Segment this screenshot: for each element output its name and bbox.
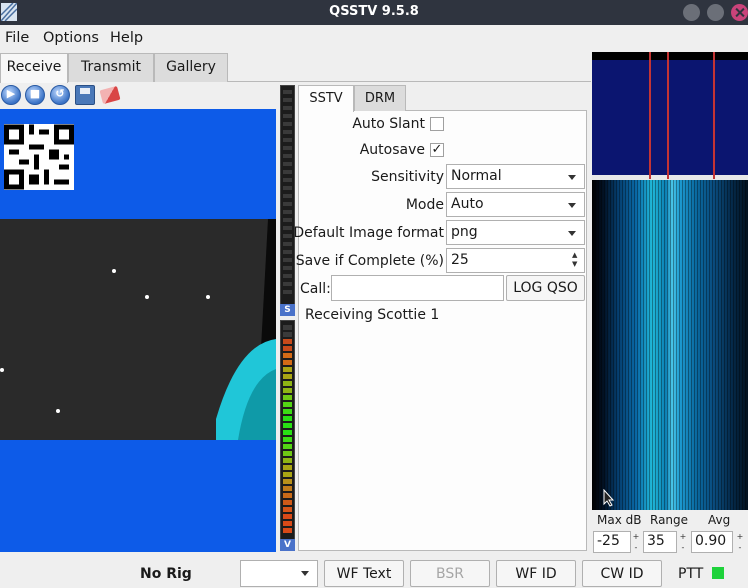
avg-label: Avg xyxy=(708,513,731,527)
range-spinbox[interactable]: 35 xyxy=(643,531,677,553)
star xyxy=(112,269,116,273)
log-qso-button[interactable]: LOG QSO xyxy=(506,275,585,301)
star xyxy=(206,295,210,299)
statusbar-select[interactable] xyxy=(240,560,318,587)
star xyxy=(145,295,149,299)
spin-arrows-icon[interactable]: ▲ ▼ xyxy=(572,251,578,268)
stop-icon[interactable]: ■ xyxy=(25,85,45,105)
menu-help[interactable]: Help xyxy=(110,30,144,46)
rig-status: No Rig xyxy=(140,566,192,582)
close-button[interactable] xyxy=(731,4,748,21)
volume-meter xyxy=(280,320,295,540)
ptt-indicator xyxy=(712,567,724,579)
autosave-checkbox[interactable]: ✓ xyxy=(430,142,444,157)
spectrum-header xyxy=(592,52,748,60)
sensitivity-select[interactable]: Normal xyxy=(446,164,585,189)
planet-shape xyxy=(216,219,276,440)
minimize-button[interactable] xyxy=(683,4,700,21)
max-db-label: Max dB xyxy=(597,513,642,527)
save-if-complete-spinbox[interactable]: 25 ▲ ▼ xyxy=(446,248,585,273)
avg-arrows-icon[interactable]: + - xyxy=(736,532,744,552)
star xyxy=(56,409,60,413)
menu-options[interactable]: Options xyxy=(43,30,99,46)
auto-slant-checkbox[interactable] xyxy=(430,117,444,131)
ptt-label: PTT xyxy=(678,566,704,582)
marker-line xyxy=(667,52,669,179)
receive-status: Receiving Scottie 1 xyxy=(305,307,440,323)
marker-line xyxy=(649,52,651,179)
max-db-arrows-icon[interactable]: + - xyxy=(632,532,640,552)
call-label: Call: xyxy=(300,281,331,297)
sensitivity-label: Sensitivity xyxy=(371,169,444,185)
waterfall-display[interactable] xyxy=(592,180,748,510)
autosave-label: Autosave xyxy=(359,142,425,158)
marker-line xyxy=(713,52,715,179)
image-format-select[interactable]: png xyxy=(446,220,585,245)
sync-meter xyxy=(280,85,295,305)
wf-text-button[interactable]: WF Text xyxy=(324,560,404,587)
call-input[interactable] xyxy=(331,275,504,301)
auto-slant-label: Auto Slant xyxy=(352,116,425,132)
range-arrows-icon[interactable]: + - xyxy=(679,532,687,552)
save-icon[interactable] xyxy=(75,85,95,105)
image-format-label: Default Image format xyxy=(293,225,444,241)
avg-spinbox[interactable]: 0.90 xyxy=(691,531,733,553)
cw-id-button[interactable]: CW ID xyxy=(582,560,662,587)
wf-id-button[interactable]: WF ID xyxy=(496,560,576,587)
spectrum-display xyxy=(592,60,748,175)
mode-select[interactable]: Auto xyxy=(446,192,585,217)
play-icon[interactable]: ▶ xyxy=(1,85,21,105)
maximize-button[interactable] xyxy=(707,4,724,21)
spectrum-separator xyxy=(592,175,748,180)
bsr-button[interactable]: BSR xyxy=(410,560,490,587)
mouse-cursor-icon xyxy=(603,489,615,507)
save-if-complete-value: 25 xyxy=(451,252,469,268)
tab-receive[interactable]: Receive xyxy=(0,53,68,83)
star xyxy=(0,368,4,372)
reload-icon[interactable]: ↺ xyxy=(50,85,70,105)
range-label: Range xyxy=(650,513,689,527)
max-db-spinbox[interactable]: -25 xyxy=(593,531,631,553)
title-bar: QSSTV 9.5.8 xyxy=(0,0,748,25)
mode-label: Mode xyxy=(405,197,444,213)
volume-meter-label: V xyxy=(280,539,295,551)
window-title: QSSTV 9.5.8 xyxy=(329,4,419,19)
qr-code-image xyxy=(4,124,74,190)
menu-file[interactable]: File xyxy=(5,30,30,46)
tab-gallery[interactable]: Gallery xyxy=(154,53,228,82)
save-if-complete-label: Save if Complete (%) xyxy=(295,253,444,269)
menu-bar: File Options Help xyxy=(0,25,748,51)
app-logo-icon xyxy=(1,3,17,21)
sync-meter-label: S xyxy=(280,304,295,316)
tab-transmit[interactable]: Transmit xyxy=(68,53,154,82)
tab-sstv[interactable]: SSTV xyxy=(298,85,354,112)
tab-drm[interactable]: DRM xyxy=(354,85,406,111)
